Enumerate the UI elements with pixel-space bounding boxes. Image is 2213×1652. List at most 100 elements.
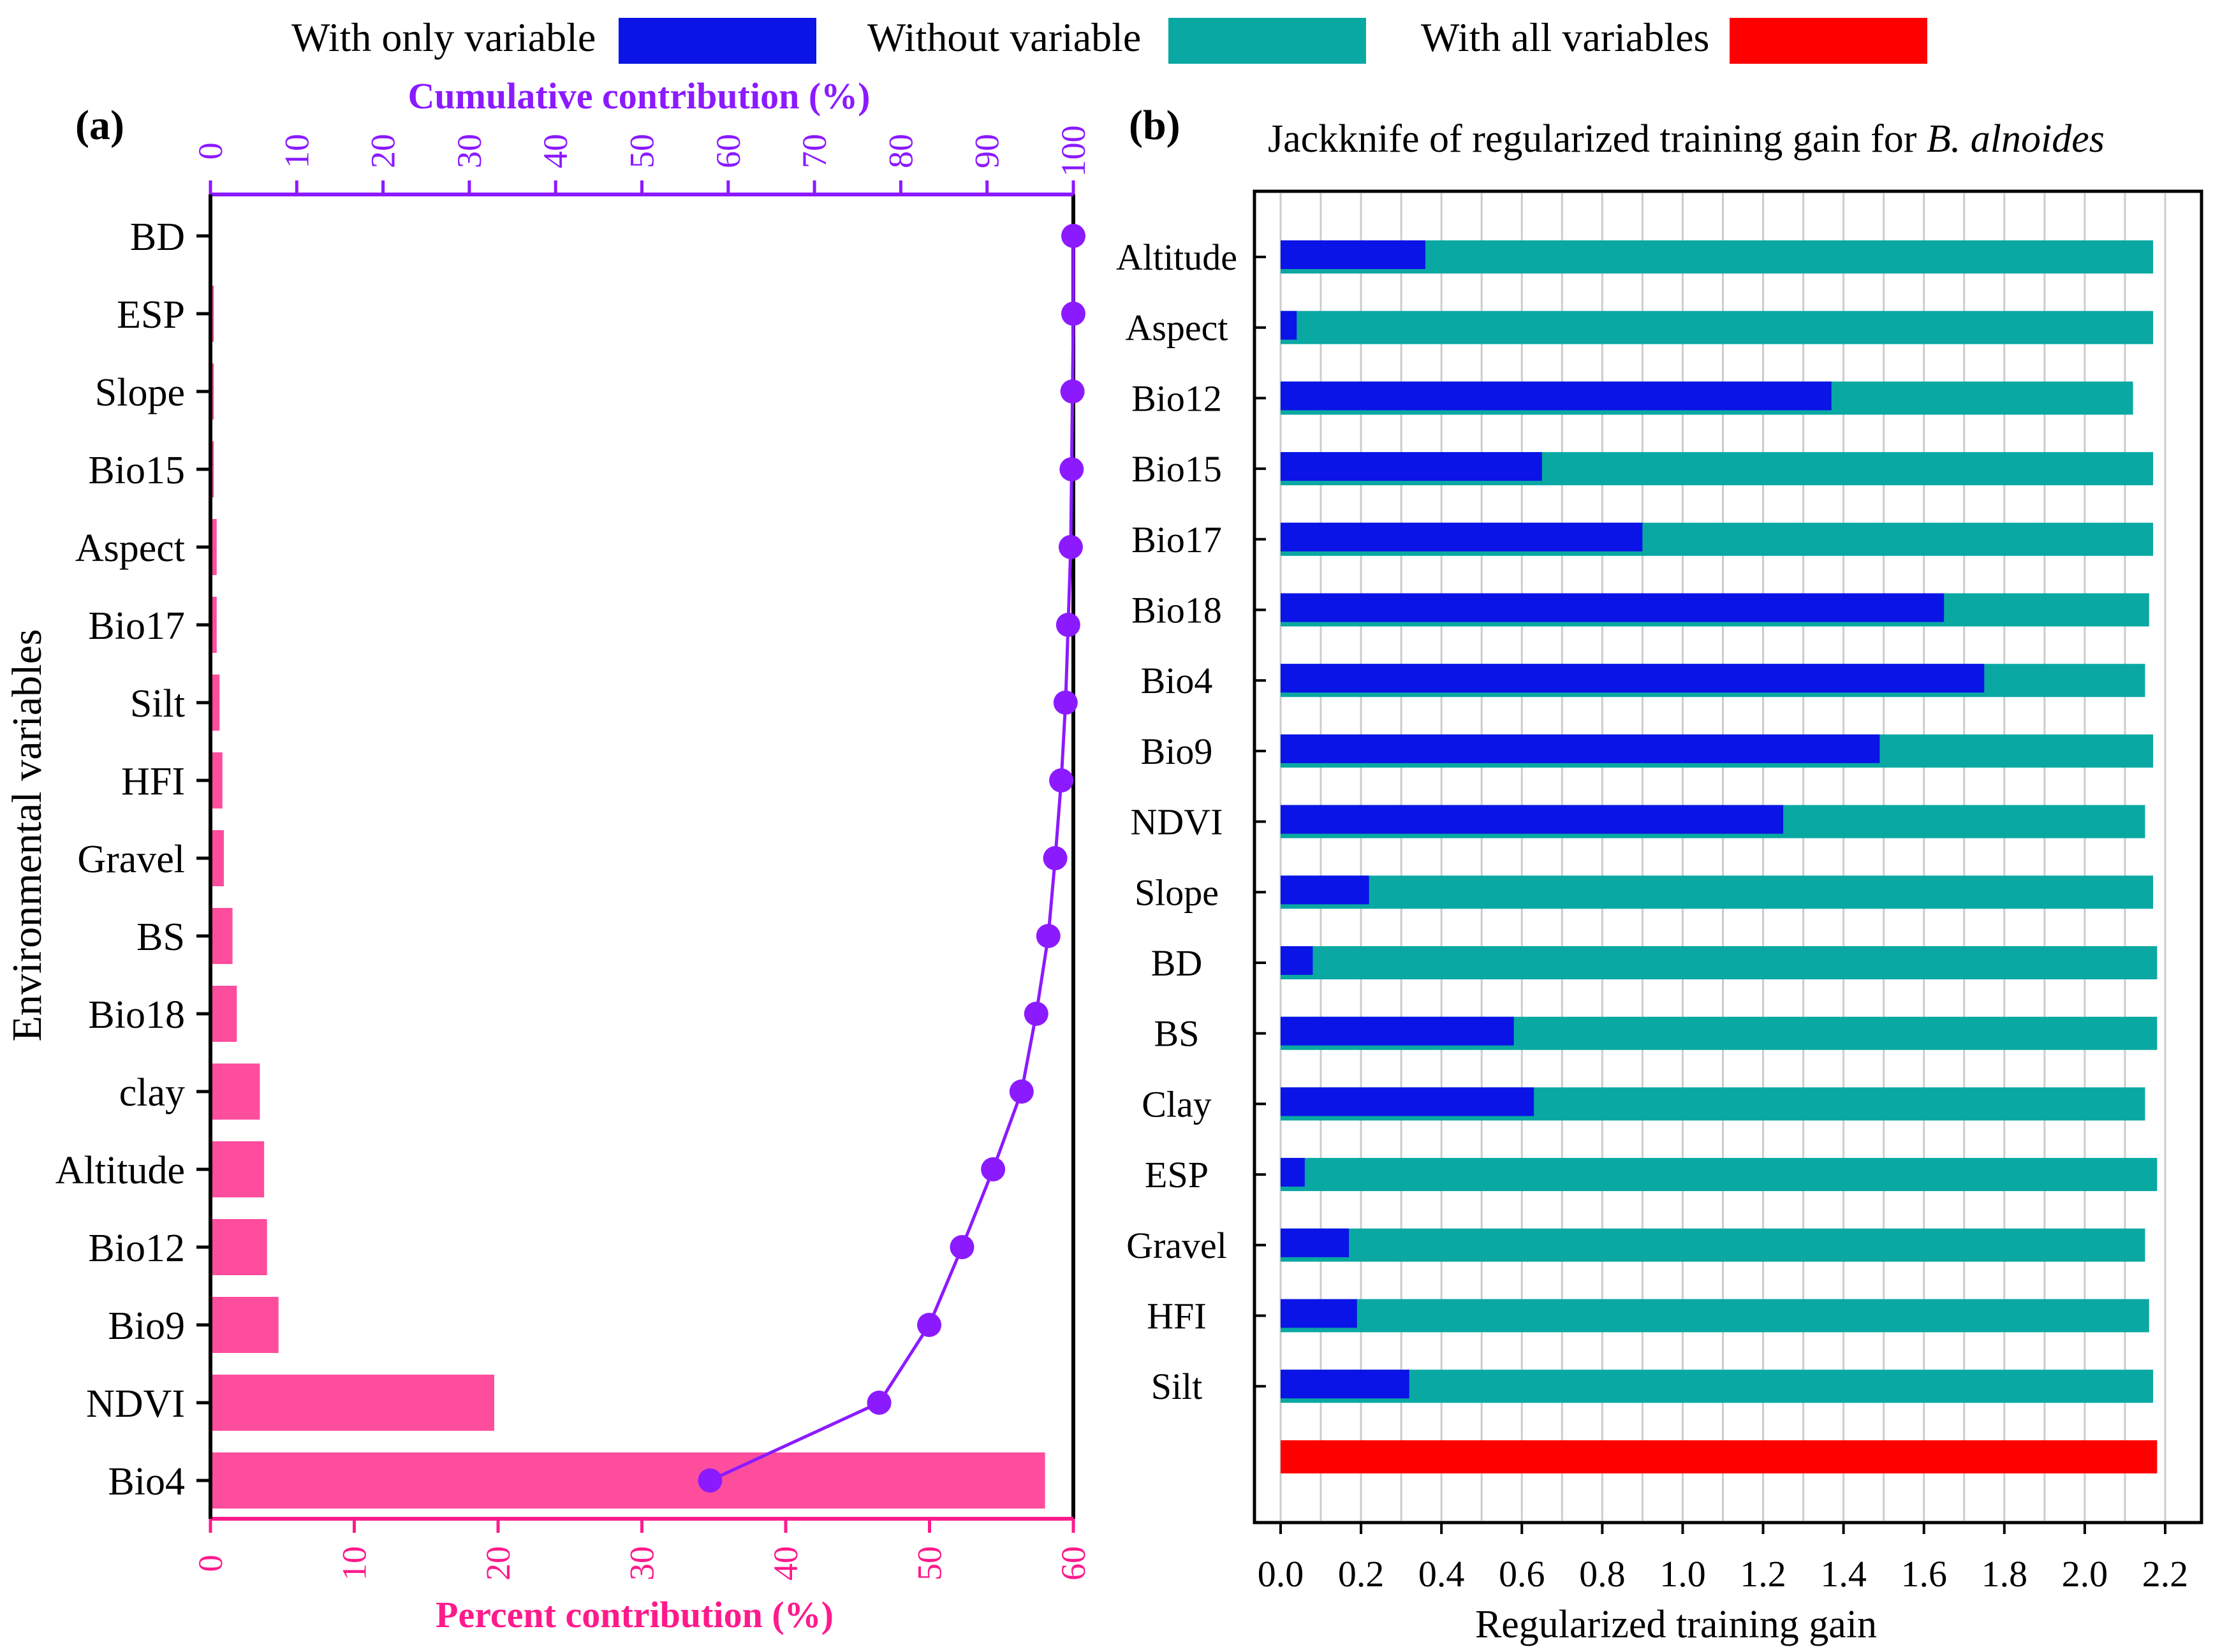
panel-b-title: Jackknife of regularized training gain f… [1268, 117, 2105, 161]
panel-a-top-tick-label: 60 [709, 134, 747, 168]
panel-b-category-bs: BS [1154, 1013, 1200, 1055]
panel-b-category-ndvi: NDVI [1131, 801, 1223, 843]
panel-a-top-tick-label: 90 [968, 134, 1006, 168]
panel-b-without-bar-gravel [1281, 1228, 2145, 1262]
panel-a-cumulative-point-clay [1009, 1079, 1034, 1104]
panel-a-bottom-axis-title: Percent contribution (%) [436, 1594, 834, 1635]
panel-a-cumulative-point-hfi [1049, 768, 1074, 793]
panel-a-bar-bs [212, 908, 233, 964]
panel-a-bar-slope [212, 363, 214, 420]
panel-b-category-silt: Silt [1151, 1366, 1203, 1407]
panel-b-only-bar-clay [1281, 1087, 1534, 1116]
panel-a-cumulative-point-altitude [981, 1157, 1006, 1181]
panel-b-category-bio4: Bio4 [1141, 660, 1213, 701]
panel-b-category-clay: Clay [1142, 1083, 1212, 1125]
panel-b-only-bar-bio12 [1281, 381, 1832, 411]
panel-a-bar-esp [212, 286, 214, 342]
panel-a-bottom-tick-label: 0 [191, 1555, 230, 1572]
panel-a-bottom-tick-label: 60 [1054, 1546, 1092, 1581]
panel-a: (a) Cumulative contribution (%) Environm… [4, 75, 1092, 1635]
panel-b-x-tick-label: 1.8 [1981, 1553, 2028, 1595]
panel-b-x-tick-label: 2.2 [2142, 1553, 2189, 1595]
panel-a-category-slope: Slope [95, 371, 185, 414]
legend-only-label: With only variable [291, 15, 596, 60]
panel-a-top-tick-label: 10 [277, 134, 316, 168]
panel-a-label: (a) [75, 102, 124, 149]
panel-a-category-bio17: Bio17 [88, 604, 185, 648]
panel-b-x-tick-label: 0.6 [1499, 1553, 1545, 1595]
panel-a-category-bio9: Bio9 [108, 1305, 185, 1348]
panel-a-bottom-tick-label: 30 [623, 1546, 661, 1581]
panel-b-category-altitude: Altitude [1116, 237, 1237, 278]
panel-b-without-bar-hfi [1281, 1299, 2149, 1333]
panel-a-bar-bio9 [212, 1297, 279, 1353]
panel-b-only-bar-bio9 [1281, 734, 1880, 763]
panel-b-x-tick-label: 1.4 [1820, 1553, 1867, 1595]
panel-b-x-tick-label: 2.0 [2062, 1553, 2108, 1595]
panel-a-bar-bio15 [212, 441, 214, 497]
panel-b-without-bar-esp [1281, 1158, 2158, 1192]
panel-a-bar-bio18 [212, 986, 237, 1042]
panel-a-category-bio4: Bio4 [108, 1460, 185, 1503]
panel-a-category-bd: BD [130, 216, 185, 259]
panel-b-only-bar-ndvi [1281, 805, 1784, 834]
panel-a-bar-altitude [212, 1141, 265, 1197]
panel-a-bar-bio12 [212, 1219, 267, 1275]
panel-a-category-bio18: Bio18 [88, 993, 185, 1037]
panel-a-category-bio15: Bio15 [88, 449, 185, 492]
panel-a-cumulative-line [709, 236, 1075, 1482]
legend-only-swatch [619, 18, 816, 64]
panel-a-cumulative-point-bio9 [917, 1313, 942, 1337]
panel-b-without-bar-slope [1281, 875, 2154, 909]
panel-b-category-gravel: Gravel [1126, 1225, 1227, 1266]
panel-a-bottom-tick-label: 40 [767, 1546, 805, 1581]
panel-b-x-tick-label: 0.4 [1418, 1553, 1465, 1595]
panel-b-only-bar-bio18 [1281, 593, 1945, 622]
panel-a-top-tick-label: 100 [1054, 126, 1092, 177]
panel-b-category-slope: Slope [1135, 872, 1219, 913]
panel-b-x-tick-label: 1.6 [1901, 1553, 1947, 1595]
panel-b-category-bio12: Bio12 [1131, 377, 1222, 419]
panel-b-all-variables-bar [1281, 1440, 2158, 1473]
panel-b-x-axis-title: Regularized training gain [1475, 1603, 1877, 1646]
panel-b-without-bar-aspect [1281, 311, 2154, 344]
panel-a-bottom-tick-label: 50 [911, 1546, 949, 1581]
panel-b-x-tick-label: 0.0 [1258, 1553, 1304, 1595]
panel-b-only-bar-bio4 [1281, 664, 1985, 693]
panel-b-title-species: B. alnoides [1927, 117, 2105, 161]
panel-b-x-tick-label: 1.0 [1659, 1553, 1706, 1595]
panel-a-cumulative-point-slope [1060, 379, 1085, 404]
panel-a-category-bio12: Bio12 [88, 1227, 185, 1270]
panel-a-bar-bio17 [212, 597, 217, 653]
panel-b-category-hfi: HFI [1147, 1296, 1206, 1337]
panel-b-x-tick-label: 0.8 [1579, 1553, 1626, 1595]
panel-b-only-bar-bs [1281, 1016, 1514, 1046]
legend: With only variable Without variable With… [291, 15, 1927, 64]
panel-b: (b) Jackknife of regularized training ga… [1116, 102, 2203, 1646]
panel-a-cumulative-point-bio12 [950, 1235, 974, 1259]
panel-b-plot: 0.0 0.2 0.4 0.6 0.8 1.0 1.2 1.4 1.6 1.8 2.0 2.2 Alti… [1116, 189, 2203, 1595]
panel-a-cumulative-point-bs [1036, 924, 1061, 948]
legend-all-swatch [1730, 18, 1927, 64]
panel-a-category-ndvi: NDVI [86, 1382, 185, 1426]
panel-a-top-tick-label: 70 [795, 134, 834, 168]
panel-a-plot: 0 10 20 30 40 50 60 0 10 20 30 40 50 60 70 80 90 100 BD ESP… [55, 126, 1092, 1581]
panel-a-cumulative-point-bio17 [1055, 613, 1080, 637]
panel-b-category-esp: ESP [1145, 1154, 1209, 1195]
panel-a-bottom-tick-label: 20 [479, 1546, 517, 1581]
panel-a-cumulative-point-bio4 [698, 1468, 723, 1493]
panel-b-category-bio9: Bio9 [1141, 731, 1213, 772]
panel-a-cumulative-point-esp [1061, 302, 1085, 326]
panel-b-only-bar-esp [1281, 1158, 1305, 1187]
panel-b-only-bar-altitude [1281, 240, 1425, 269]
panel-b-x-tick-label: 1.2 [1740, 1553, 1786, 1595]
panel-a-top-axis-title: Cumulative contribution (%) [408, 75, 871, 117]
panel-a-category-bs: BS [136, 916, 185, 959]
panel-a-cumulative-point-gravel [1043, 846, 1068, 870]
panel-a-top-tick-label: 40 [536, 134, 575, 168]
panel-a-bar-hfi [212, 752, 223, 808]
panel-a-cumulative-point-bio15 [1059, 457, 1084, 481]
panel-a-y-axis-title: Environmental variables [4, 629, 50, 1042]
panel-a-cumulative-point-bd [1061, 224, 1085, 248]
